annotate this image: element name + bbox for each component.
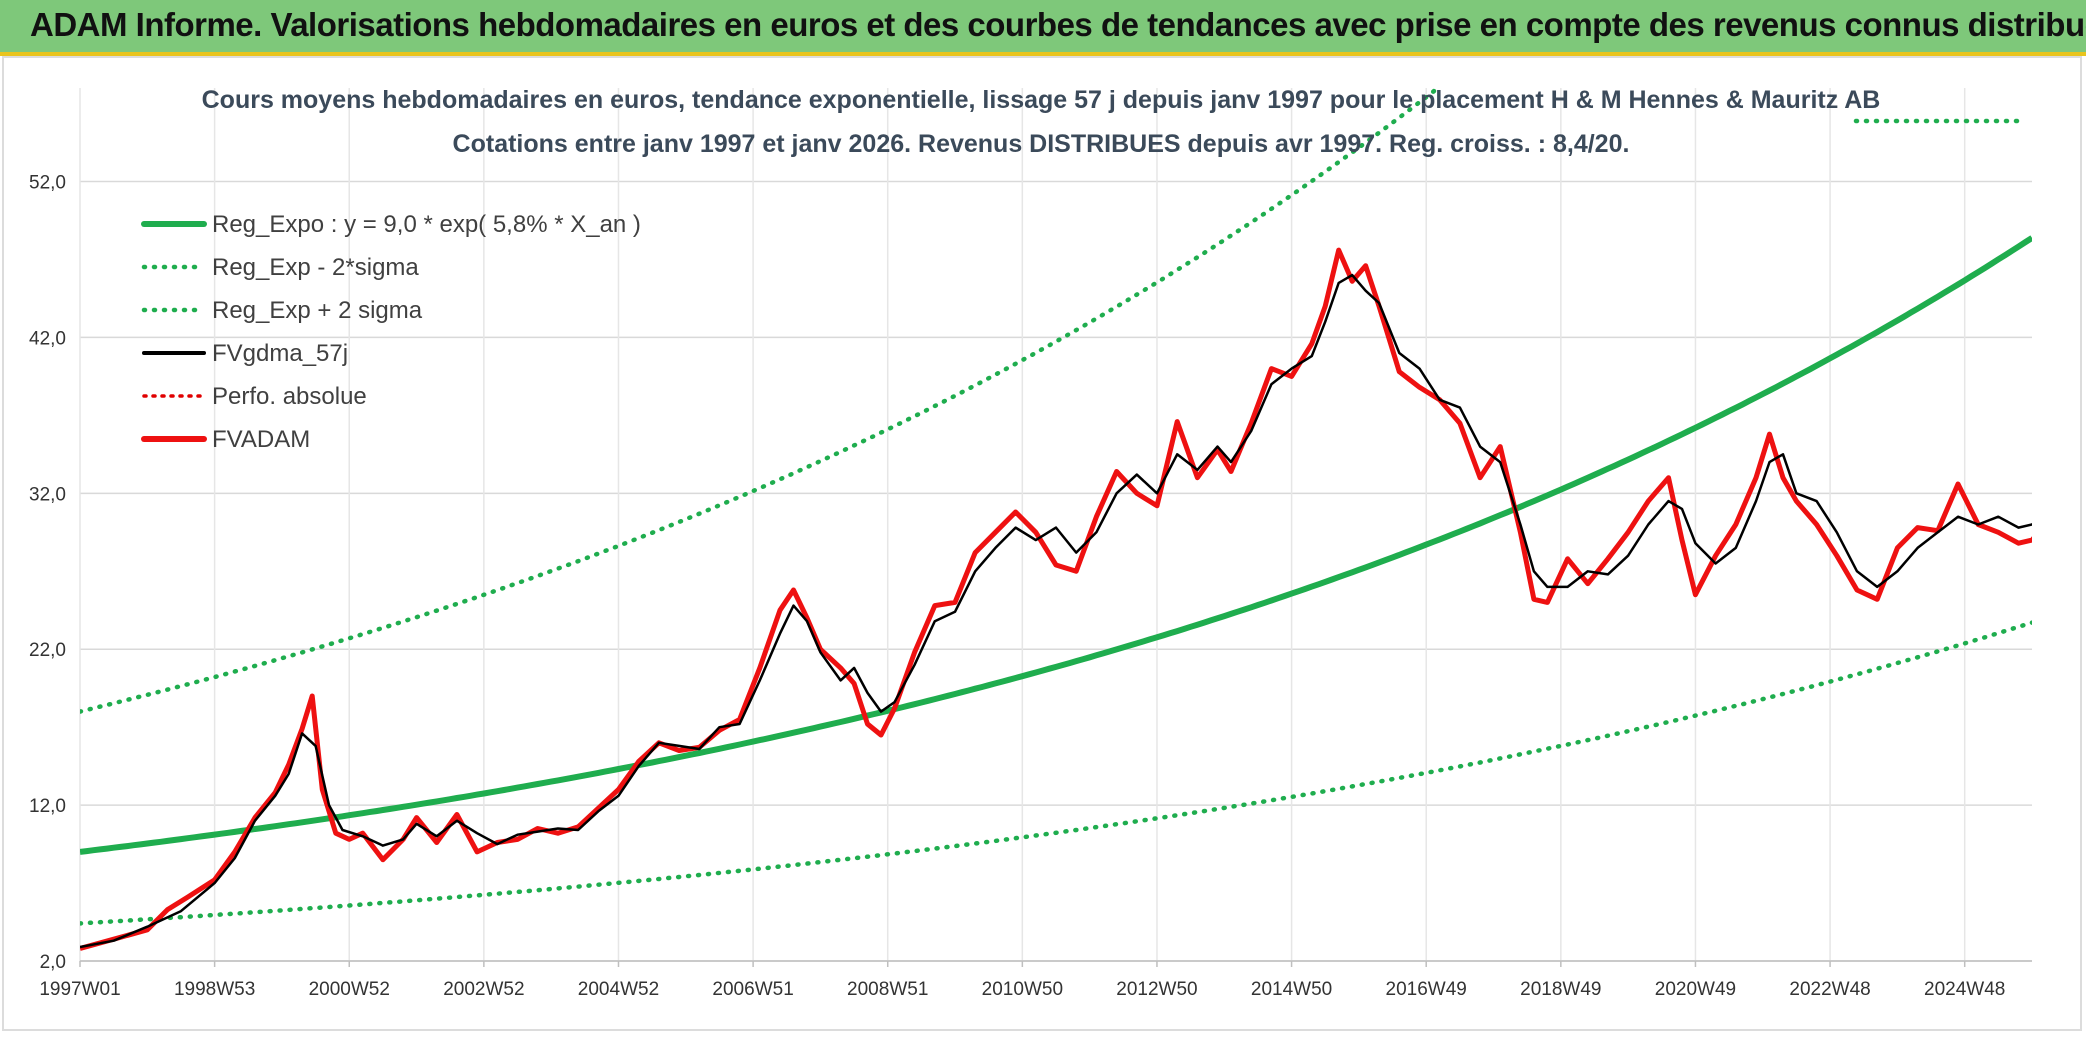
chart-plot: 2,0 12,0 22,0 32,0 42,0 52,0 1997W01 1998W53 200… xyxy=(29,86,2032,1000)
x-tick-label: 2014W50 xyxy=(1251,979,1332,1000)
legend-label: FVADAM xyxy=(212,426,310,453)
chart-title: Cours moyens hebdomadaires en euros, ten… xyxy=(202,86,1881,114)
y-tick-label: 22,0 xyxy=(29,640,66,661)
series-reg-expo xyxy=(80,235,2032,855)
x-tick-label: 2010W50 xyxy=(982,979,1063,1000)
x-tick-label: 2012W50 xyxy=(1116,979,1197,1000)
x-tick-label: 1997W01 xyxy=(39,979,120,1000)
report-header: ADAM Informe. Valorisations hebdomadaire… xyxy=(0,0,2086,56)
x-tick-label: 2018W49 xyxy=(1520,979,1601,1000)
legend-label: FVgdma_57j xyxy=(212,340,348,367)
series-fvgdma-57j xyxy=(80,273,2032,949)
x-tick-label: 2008W51 xyxy=(847,979,928,1000)
chart-series xyxy=(80,88,2032,951)
chart-axes: 2,0 12,0 22,0 32,0 42,0 52,0 1997W01 1998W53 200… xyxy=(29,173,2032,1000)
report-title: ADAM Informe. Valorisations hebdomadaire… xyxy=(30,6,2086,43)
y-tick-label: 12,0 xyxy=(29,796,66,817)
y-tick-label: 52,0 xyxy=(29,173,66,194)
legend-label: Reg_Exp - 2*sigma xyxy=(212,254,419,281)
y-tick-label: 32,0 xyxy=(29,484,66,505)
chart-grid xyxy=(79,88,2032,962)
x-tick-label: 2020W49 xyxy=(1655,979,1736,1000)
x-tick-label: 1998W53 xyxy=(174,979,255,1000)
x-tick-label: 2024W48 xyxy=(1924,979,2005,1000)
x-tick-label: 2004W52 xyxy=(578,979,659,1000)
legend-label: Perfo. absolue xyxy=(212,383,367,410)
series-reg-exp-minus-2sigma xyxy=(80,620,2032,926)
series-reg-exp-plus-2sigma xyxy=(80,88,1442,714)
x-tick-label: 2016W49 xyxy=(1386,979,1467,1000)
series-fvadam xyxy=(80,247,2032,951)
legend-label: Reg_Exp + 2 sigma xyxy=(212,297,423,324)
chart-frame: 2,0 12,0 22,0 32,0 42,0 52,0 1997W01 1998W53 200… xyxy=(2,56,2082,1031)
x-tick-label: 2022W48 xyxy=(1789,979,1870,1000)
x-tick-label: 2006W51 xyxy=(712,979,793,1000)
y-tick-label: 2,0 xyxy=(40,952,66,973)
y-tick-label: 42,0 xyxy=(29,328,66,349)
chart-subtitle: Cotations entre janv 1997 et janv 2026. … xyxy=(453,130,1630,158)
legend-label: Reg_Expo : y = 9,0 * exp( 5,8% * X_an ) xyxy=(212,211,641,238)
x-tick-label: 2000W52 xyxy=(309,979,390,1000)
x-tick-label: 2002W52 xyxy=(443,979,524,1000)
chart-legend: Reg_Expo : y = 9,0 * exp( 5,8% * X_an ) R… xyxy=(141,211,641,453)
